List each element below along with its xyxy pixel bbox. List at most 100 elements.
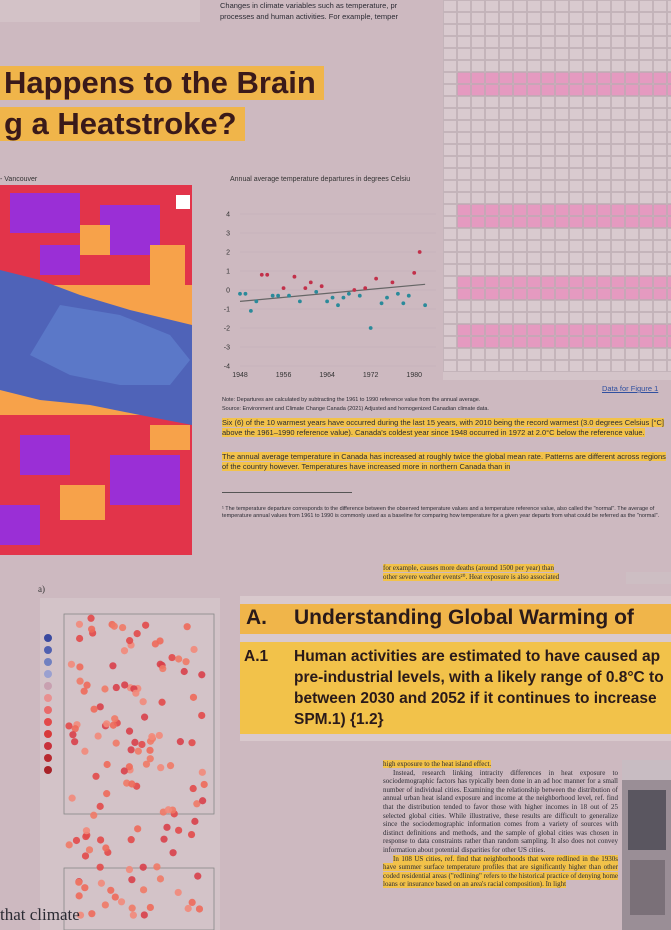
table-cell (541, 84, 555, 96)
table-cell (457, 96, 471, 108)
mid-paragraph: for example, causes more deaths (around … (383, 564, 618, 582)
table-cell (569, 264, 583, 276)
table-cell (457, 180, 471, 192)
y-tick-label: -2 (224, 326, 230, 333)
table-cell (653, 120, 667, 132)
map-dot (75, 892, 83, 900)
table-cell (471, 348, 485, 360)
table-cell (611, 360, 625, 372)
table-cell (527, 252, 541, 264)
table-cell (457, 312, 471, 324)
table-cell (527, 180, 541, 192)
table-cell (555, 0, 569, 12)
table-cell (639, 264, 653, 276)
table-cell (653, 60, 667, 72)
table-cell (555, 36, 569, 48)
table-cell (611, 96, 625, 108)
y-tick-label: 2 (226, 250, 230, 257)
table-cell (457, 300, 471, 312)
table-cell (513, 96, 527, 108)
table-cell (667, 216, 671, 228)
map-dot (96, 863, 104, 871)
scatter-map-figure (40, 598, 220, 930)
map-dot (195, 905, 204, 913)
table-cell (569, 348, 583, 360)
table-cell (485, 324, 499, 336)
table-cell (639, 216, 653, 228)
table-cell (625, 264, 639, 276)
table-cell (653, 204, 667, 216)
table-cell (527, 348, 541, 360)
table-cell (569, 156, 583, 168)
map-dot (146, 903, 154, 912)
table-cell (485, 264, 499, 276)
table-cell (471, 264, 485, 276)
map-dot (125, 727, 134, 735)
table-cell (499, 60, 513, 72)
map-dot (107, 886, 115, 894)
table-cell (471, 108, 485, 120)
table-cell (583, 288, 597, 300)
table-cell (485, 252, 499, 264)
table-cell (611, 84, 625, 96)
map-dot (109, 721, 117, 729)
table-cell (471, 144, 485, 156)
data-point (379, 301, 384, 306)
data-point (412, 271, 417, 275)
table-cell (555, 264, 569, 276)
table-cell (583, 48, 597, 60)
table-cell (555, 132, 569, 144)
table-cell (597, 120, 611, 132)
table-cell (639, 348, 653, 360)
table-cell (611, 168, 625, 180)
data-link[interactable]: Data for Figure 1 (602, 384, 659, 393)
map-dot (81, 884, 89, 892)
map-dot (82, 827, 91, 835)
table-cell (555, 204, 569, 216)
table-cell (597, 264, 611, 276)
table-cell (527, 60, 541, 72)
data-point (297, 299, 302, 304)
table-cell (597, 12, 611, 24)
table-cell (639, 204, 653, 216)
table-cell (485, 48, 499, 60)
table-cell (443, 252, 457, 264)
highlighted-text: The annual average temperature in Canada… (222, 452, 666, 471)
table-cell (527, 192, 541, 204)
table-cell (639, 156, 653, 168)
table-cell (457, 204, 471, 216)
data-point (243, 291, 248, 296)
table-cell (653, 132, 667, 144)
table-cell (597, 360, 611, 372)
data-point (276, 293, 281, 298)
map-dot (65, 722, 73, 730)
table-cell (639, 312, 653, 324)
map-dot (148, 733, 156, 741)
table-cell (653, 252, 667, 264)
table-cell (527, 168, 541, 180)
table-cell (569, 36, 583, 48)
table-cell (499, 84, 513, 96)
map-dot (112, 739, 120, 747)
table-cell (457, 84, 471, 96)
legend-dot (44, 766, 52, 774)
table-cell (527, 24, 541, 36)
table-cell (555, 12, 569, 24)
table-cell (443, 216, 457, 228)
table-cell (625, 252, 639, 264)
map-dot (155, 731, 163, 740)
table-cell (457, 360, 471, 372)
table-cell (569, 192, 583, 204)
table-cell (457, 264, 471, 276)
table-cell (639, 360, 653, 372)
table-cell (443, 84, 457, 96)
chart-grid (240, 213, 436, 367)
data-point (292, 274, 297, 279)
table-cell (457, 288, 471, 300)
table-cell (569, 60, 583, 72)
map-dot (71, 738, 79, 746)
table-cell (541, 48, 555, 60)
table-cell (597, 60, 611, 72)
table-cell (569, 12, 583, 24)
legend-dot (44, 682, 52, 690)
